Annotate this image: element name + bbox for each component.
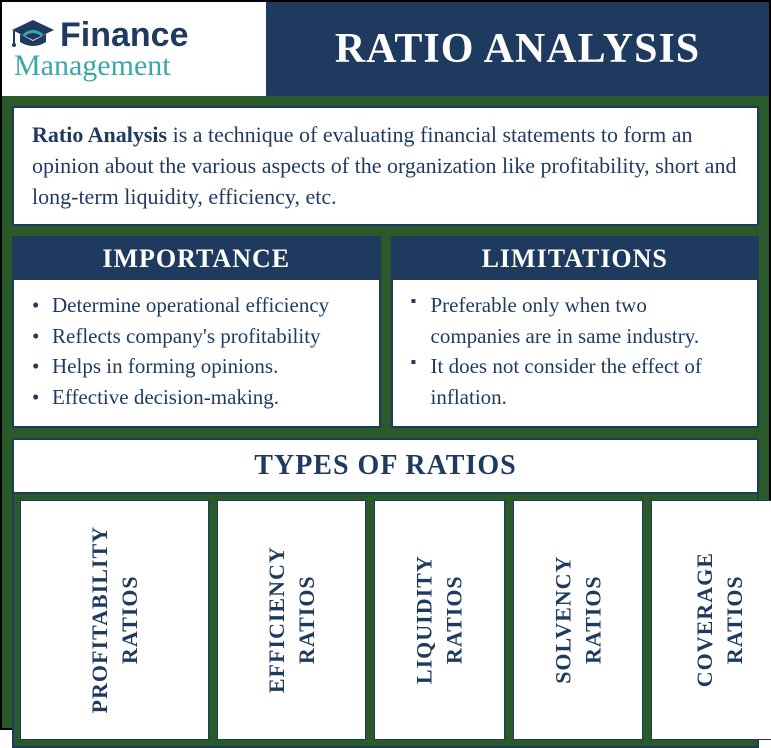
importance-box: IMPORTANCE Determine operational efficie… (12, 236, 381, 428)
types-row: PROFITABILITYRATIOS EFFICIENCYRATIOS LIQ… (12, 492, 759, 748)
infographic-frame: Finance Management RATIO ANALYSIS Ratio … (0, 0, 771, 730)
list-item: Effective decision-making. (32, 382, 361, 412)
logo-cell: Finance Management (2, 2, 266, 96)
main-title: RATIO ANALYSIS (266, 2, 769, 96)
limitations-heading: LIMITATIONS (393, 238, 758, 280)
types-heading: TYPES OF RATIOS (12, 438, 759, 492)
type-cell-coverage: COVERAGERATIOS (651, 500, 771, 740)
type-cell-liquidity: LIQUIDITYRATIOS (374, 500, 505, 740)
logo-text-management: Management (14, 49, 266, 83)
graduation-cap-icon (10, 18, 56, 52)
type-label: LIQUIDITYRATIOS (410, 556, 469, 685)
header-row: Finance Management RATIO ANALYSIS (2, 2, 769, 96)
type-label: COVERAGERATIOS (690, 553, 749, 688)
two-column-row: IMPORTANCE Determine operational efficie… (12, 236, 759, 428)
limitations-box: LIMITATIONS Preferable only when two com… (391, 236, 760, 428)
type-label: EFFICIENCYRATIOS (262, 547, 321, 694)
type-cell-profitability: PROFITABILITYRATIOS (20, 500, 209, 740)
type-label: PROFITABILITYRATIOS (85, 526, 144, 713)
importance-list: Determine operational efficiency Reflect… (32, 290, 361, 412)
type-cell-solvency: SOLVENCYRATIOS (513, 500, 643, 740)
list-item: It does not consider the effect of infla… (411, 351, 740, 412)
limitations-body: Preferable only when two companies are i… (393, 280, 758, 426)
list-item: Preferable only when two companies are i… (411, 290, 740, 351)
importance-heading: IMPORTANCE (14, 238, 379, 280)
limitations-list: Preferable only when two companies are i… (411, 290, 740, 412)
definition-box: Ratio Analysis is a technique of evaluat… (12, 106, 759, 226)
definition-lead: Ratio Analysis (32, 122, 167, 147)
type-label: SOLVENCYRATIOS (549, 556, 608, 684)
list-item: Determine operational efficiency (32, 290, 361, 320)
list-item: Reflects company's profitability (32, 321, 361, 351)
list-item: Helps in forming opinions. (32, 351, 361, 381)
importance-body: Determine operational efficiency Reflect… (14, 280, 379, 426)
type-cell-efficiency: EFFICIENCYRATIOS (217, 500, 366, 740)
